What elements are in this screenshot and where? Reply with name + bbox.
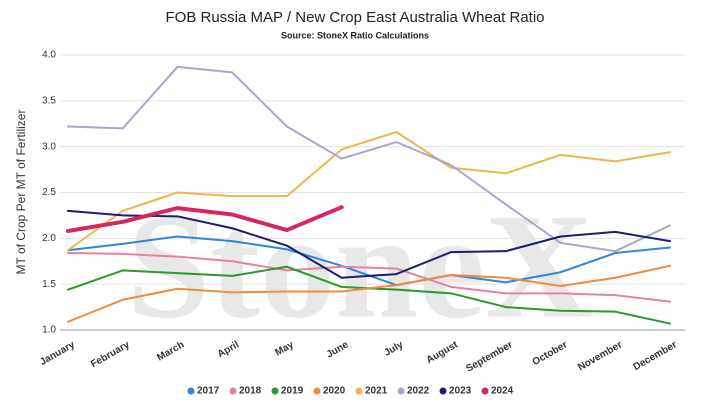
legend-label: 2021 [365, 386, 388, 397]
legend-marker [439, 387, 447, 395]
y-tick-label: 1.5 [42, 279, 56, 290]
legend-label: 2019 [281, 386, 304, 397]
series-line [66, 205, 344, 233]
legend-marker [355, 387, 363, 395]
y-tick-label: 3.5 [42, 95, 56, 106]
y-tick-label: 2.0 [42, 233, 56, 244]
legend-label: 2020 [323, 386, 346, 397]
legend-marker [187, 387, 195, 395]
series-line [67, 65, 671, 253]
legend-marker [313, 387, 321, 395]
series-line [67, 131, 671, 252]
y-tick-label: 3.0 [42, 141, 56, 152]
legend-label: 2022 [407, 386, 430, 397]
series-line [67, 209, 671, 279]
y-tick-label: 4.0 [42, 50, 56, 61]
legend-label: 2024 [491, 386, 514, 397]
chart-title: FOB Russia MAP / New Crop East Australia… [165, 9, 544, 26]
legend-label: 2017 [197, 386, 220, 397]
y-tick-label: 2.5 [42, 187, 56, 198]
x-tick-label: January [38, 339, 77, 368]
legend-marker [397, 387, 405, 395]
chart-subtitle: Source: StoneX Ratio Calculations [281, 30, 429, 40]
legend-marker [481, 387, 489, 395]
legend-marker [229, 387, 237, 395]
x-tick-label: February [89, 339, 132, 370]
legend-label: 2018 [239, 386, 262, 397]
y-axis-label: MT of Crop Per MT of Fertilizer [14, 110, 28, 275]
x-tick-label: December [631, 339, 678, 373]
series-line [67, 252, 671, 303]
legend-marker [271, 387, 279, 395]
y-tick-label: 1.0 [42, 325, 56, 336]
legend-label: 2023 [449, 386, 472, 397]
series-line [67, 264, 671, 323]
